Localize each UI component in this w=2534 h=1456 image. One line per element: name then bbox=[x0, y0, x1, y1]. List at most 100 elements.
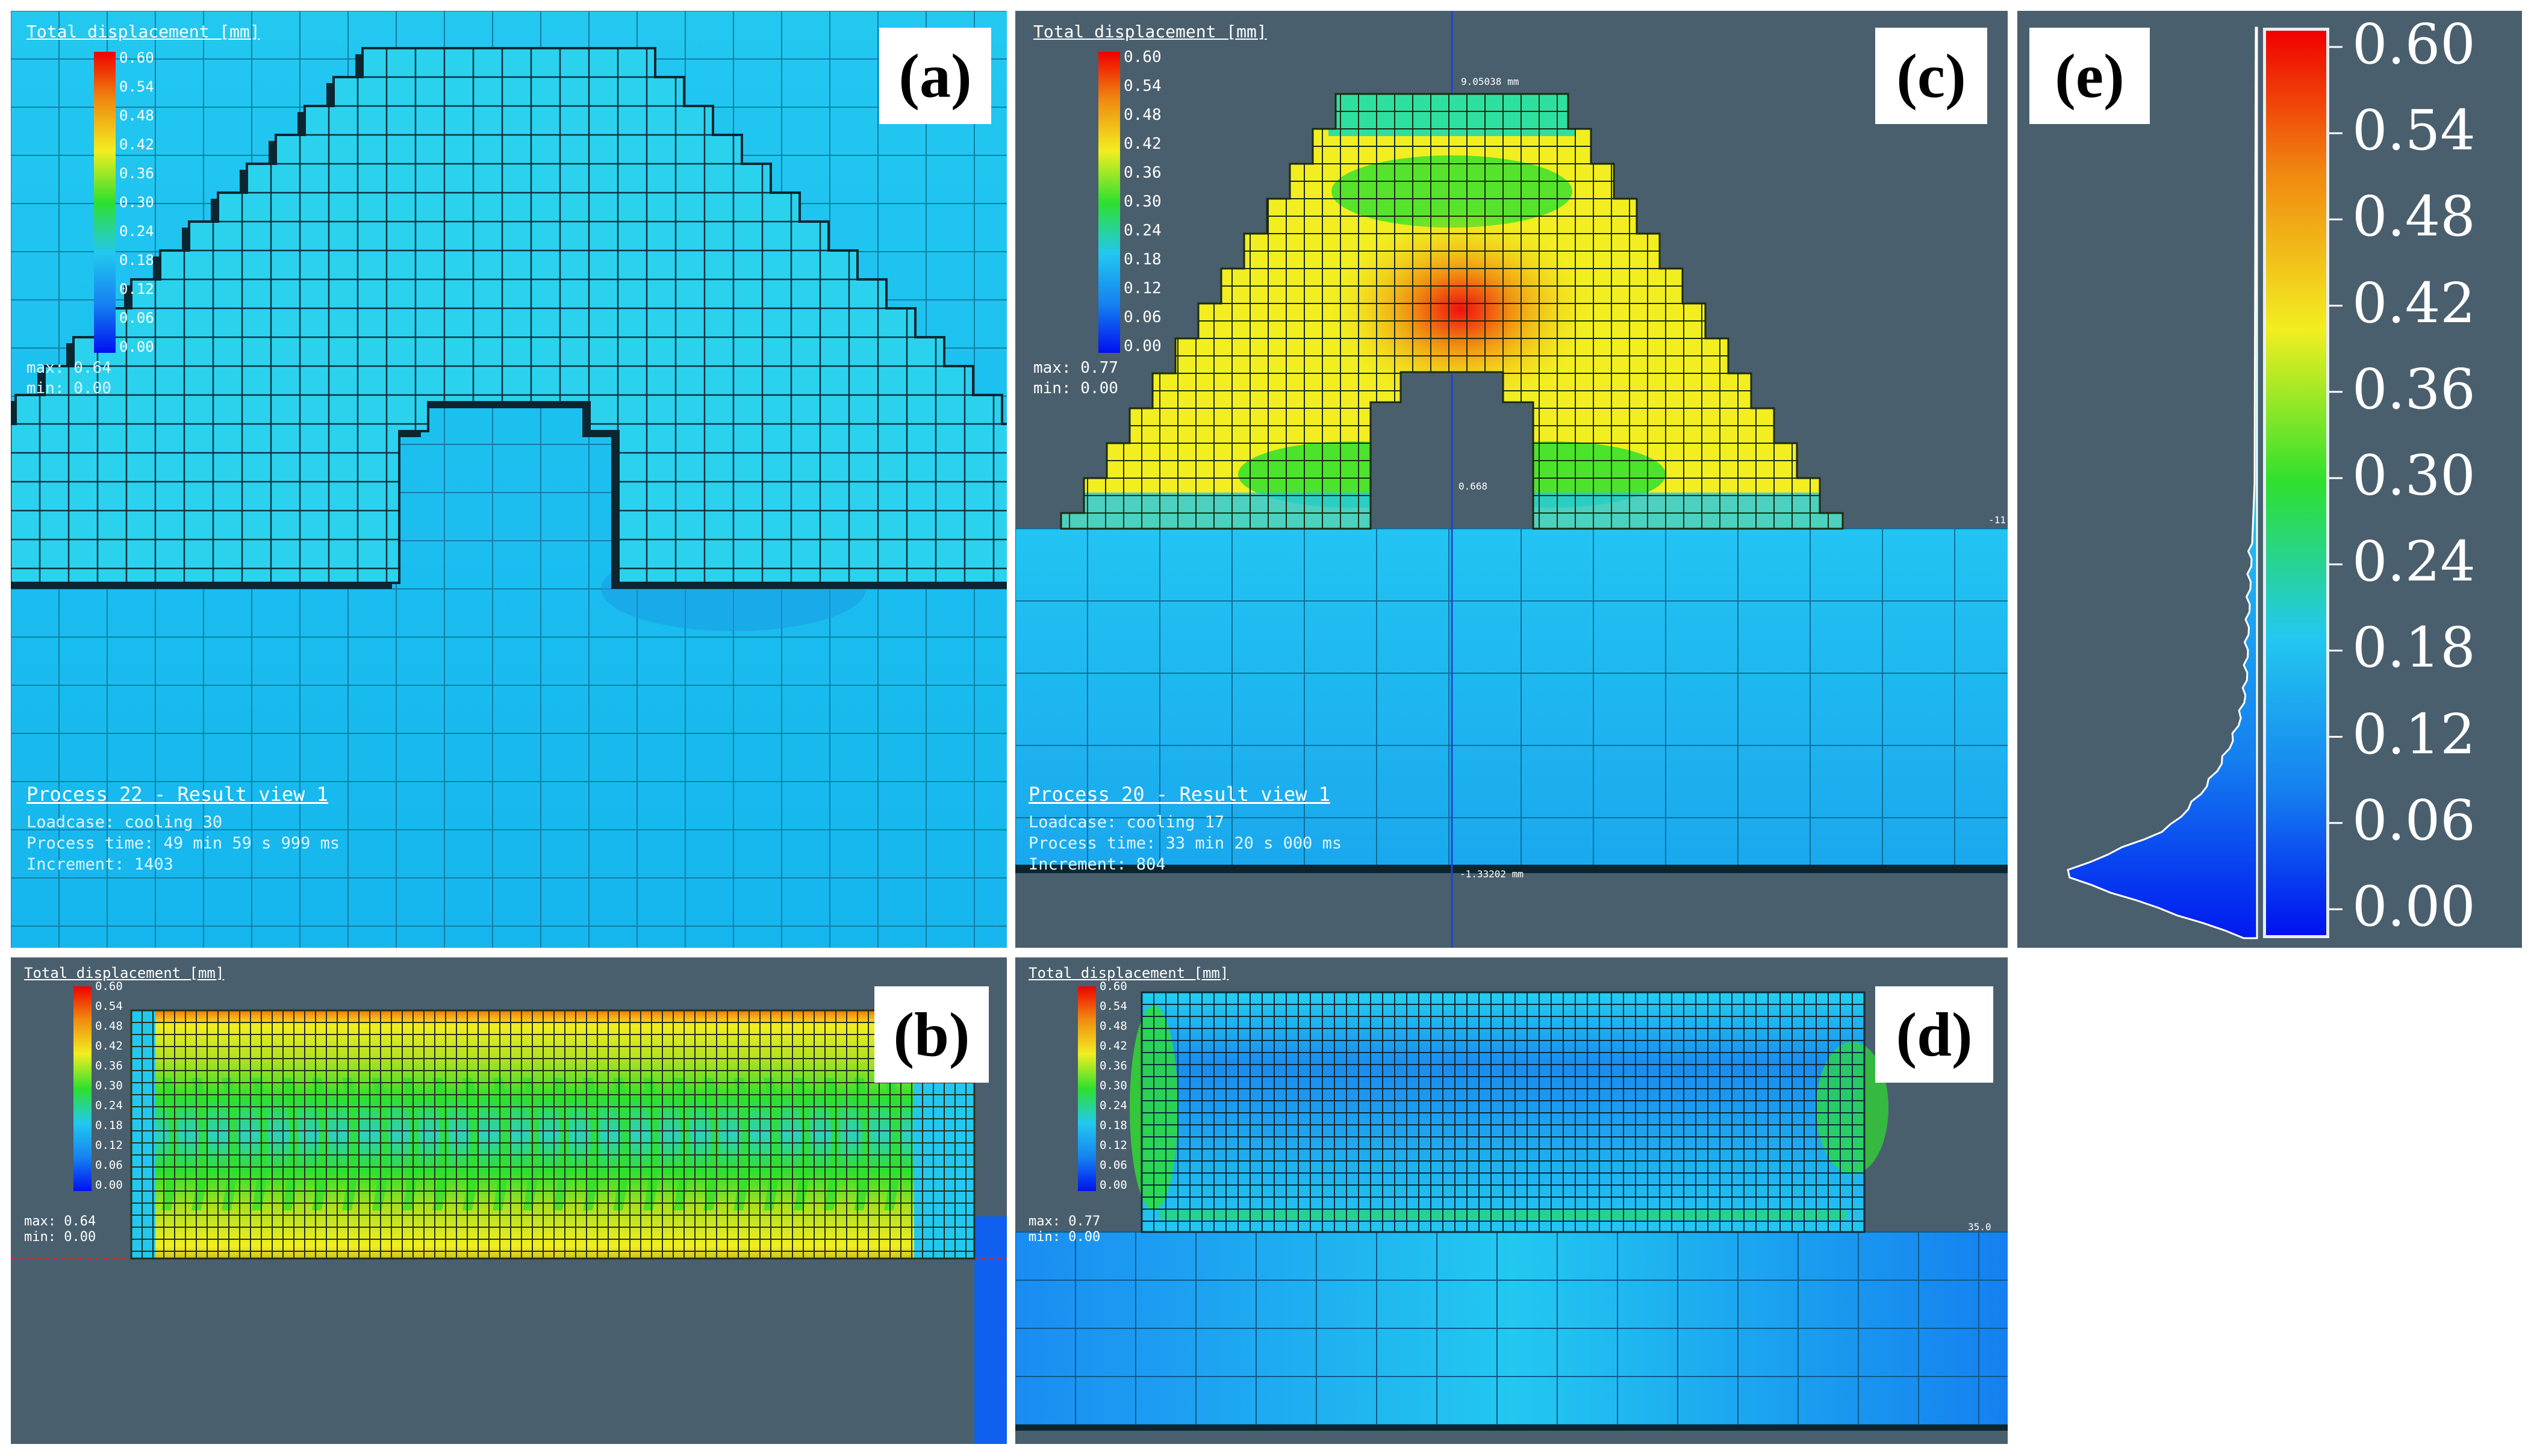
colorbar-tick-label: 0.12 bbox=[1100, 1138, 1127, 1152]
colorbar-tick-label: 0.30 bbox=[95, 1078, 123, 1092]
colorbar-tick-label: 0.30 bbox=[1124, 193, 1162, 211]
panel-c-substrate-mesh bbox=[1015, 528, 2008, 866]
panel-b-min: min: 0.00 bbox=[24, 1230, 96, 1245]
colorbar-tick-label: 0.54 bbox=[2352, 98, 2476, 163]
colorbar-tick-label: 0.48 bbox=[1100, 1019, 1127, 1033]
panel-b-substrate-edge bbox=[974, 1216, 1007, 1444]
panel-a-view bbox=[11, 11, 1007, 948]
colorbar-tick-label: 0.12 bbox=[119, 280, 154, 297]
colorbar-tick-label: 0.24 bbox=[1100, 1098, 1127, 1112]
panel-c: (c) Total displacement [mm] 0.60 0.54 0.48… bbox=[1015, 11, 2008, 948]
colorbar-tick-label: 0.18 bbox=[119, 251, 154, 269]
panel-c-label: (c) bbox=[1875, 28, 1987, 124]
colorbar-tick-label: 0.42 bbox=[119, 135, 154, 153]
panel-b-part bbox=[131, 1010, 950, 1258]
colorbar-tick-label: 0.06 bbox=[1100, 1158, 1127, 1172]
panel-a-process: Process 22 - Result view 1 bbox=[26, 783, 328, 806]
colorbar-tick-label: 0.24 bbox=[119, 222, 154, 240]
panel-d-view bbox=[1015, 957, 2008, 1444]
panel-d-min: min: 0.00 bbox=[1029, 1230, 1101, 1245]
panel-c-substrate bbox=[1015, 529, 2008, 866]
colorbar-tick-label: 0.54 bbox=[95, 999, 123, 1013]
panel-e-tick-marks bbox=[2329, 46, 2343, 910]
panel-a-max: max: 0.64 bbox=[26, 359, 111, 377]
colorbar-tick-label: 0.12 bbox=[2352, 702, 2476, 767]
panel-e: (e) 0.60 0.54 0.48 0.42 0.36 0.30 0.24 0.18 0.12… bbox=[2017, 11, 2522, 948]
colorbar-tick-label: 0.24 bbox=[1124, 222, 1162, 240]
panel-b: (b) Total displacement [mm] 0.60 0.54 0.48… bbox=[11, 957, 1007, 1444]
colorbar-tick-label: 0.54 bbox=[1124, 77, 1162, 96]
colorbar-tick-label: 0.30 bbox=[119, 193, 154, 211]
panel-c-min: min: 0.00 bbox=[1033, 379, 1118, 397]
panel-d-max: max: 0.77 bbox=[1029, 1214, 1101, 1229]
panel-b-colorbar bbox=[73, 986, 92, 1191]
panel-b-title: Total displacement [mm] bbox=[24, 965, 225, 982]
panel-a-increment: Increment: 1403 bbox=[26, 855, 173, 874]
panel-c-colorbar bbox=[1098, 52, 1120, 353]
panel-c-view bbox=[1015, 11, 2008, 948]
panel-c-increment: Increment: 804 bbox=[1029, 855, 1166, 874]
colorbar-tick-label: 0.42 bbox=[2352, 270, 2476, 335]
colorbar-tick-label: 0.24 bbox=[95, 1098, 123, 1112]
panel-d-label: (d) bbox=[1875, 986, 1993, 1083]
colorbar-tick-label: 0.60 bbox=[2352, 12, 2476, 76]
colorbar-tick-label: 0.00 bbox=[95, 1178, 123, 1192]
colorbar-tick-label: 0.18 bbox=[1100, 1118, 1127, 1132]
panel-d-substrate-edge bbox=[1015, 1425, 2008, 1431]
panel-c-process: Process 20 - Result view 1 bbox=[1029, 783, 1330, 806]
colorbar-tick-label: 0.36 bbox=[95, 1059, 123, 1072]
panel-b-left-cool bbox=[131, 1010, 155, 1258]
colorbar-tick-label: 0.30 bbox=[1100, 1078, 1127, 1092]
colorbar-tick-label: 0.48 bbox=[2352, 184, 2476, 249]
colorbar-tick-label: 0.42 bbox=[1124, 135, 1162, 154]
colorbar-tick-label: 0.48 bbox=[95, 1019, 123, 1033]
panel-a-part bbox=[11, 48, 1007, 583]
panel-b-view bbox=[11, 957, 1007, 1444]
panel-e-histogram-shape bbox=[2067, 26, 2258, 939]
panel-a-part-outline bbox=[11, 47, 1007, 584]
panel-a-title: Total displacement [mm] bbox=[26, 22, 260, 42]
panel-d-part-mesh bbox=[1141, 992, 1865, 1232]
colorbar-tick-label: 0.60 bbox=[119, 49, 154, 66]
panel-c-part-outline bbox=[1060, 93, 1844, 530]
colorbar-tick-label: 0.36 bbox=[1100, 1059, 1127, 1072]
panel-d-title: Total displacement [mm] bbox=[1029, 965, 1229, 982]
colorbar-tick-label: 0.12 bbox=[1124, 279, 1162, 298]
colorbar-tick-label: 0.12 bbox=[95, 1138, 123, 1152]
panel-a-label: (a) bbox=[879, 28, 991, 124]
colorbar-tick-label: 0.48 bbox=[1124, 106, 1162, 125]
colorbar-tick-label: 0.06 bbox=[2352, 788, 2476, 853]
colorbar-tick-label: 0.48 bbox=[119, 107, 154, 124]
panel-c-dim-mid: 0.668 bbox=[1458, 481, 1488, 492]
colorbar-tick-label: 0.36 bbox=[1124, 164, 1162, 182]
panel-d: (d) Total displacement [mm] 0.60 0.54 0.48… bbox=[1015, 957, 2008, 1444]
colorbar-tick-label: 0.00 bbox=[119, 338, 154, 355]
panel-c-loadcase: Loadcase: cooling 17 bbox=[1029, 813, 1225, 832]
panel-a-min: min: 0.00 bbox=[26, 379, 111, 397]
colorbar-tick-label: 0.18 bbox=[2352, 615, 2476, 680]
panel-b-max: max: 0.64 bbox=[24, 1214, 96, 1229]
panel-c-time: Process time: 33 min 20 s 000 ms bbox=[1029, 834, 1342, 853]
colorbar-tick-label: 0.42 bbox=[95, 1039, 123, 1053]
colorbar-tick-label: 0.18 bbox=[95, 1118, 123, 1132]
panel-a-time: Process time: 49 min 59 s 999 ms bbox=[26, 834, 340, 853]
panel-c-substrate-edge bbox=[1015, 865, 2008, 873]
panel-c-dim-bottom: -1.33202 mm bbox=[1460, 868, 1524, 880]
panel-c-top-band bbox=[1328, 94, 1575, 136]
colorbar-tick-label: 0.18 bbox=[1124, 250, 1162, 269]
colorbar-tick-label: 0.24 bbox=[2352, 529, 2476, 594]
colorbar-tick-label: 0.06 bbox=[95, 1158, 123, 1172]
panel-c-dim-top: 9.05038 mm bbox=[1461, 76, 1519, 87]
colorbar-tick-label: 0.42 bbox=[1100, 1039, 1127, 1053]
panel-a-colorbar bbox=[94, 52, 116, 353]
panel-b-part-mesh bbox=[131, 1010, 974, 1258]
panel-a-loadcase: Loadcase: cooling 30 bbox=[26, 813, 223, 832]
colorbar-tick-label: 0.36 bbox=[119, 164, 154, 182]
colorbar-tick-label: 0.54 bbox=[119, 78, 154, 95]
panel-c-dim-right: -11 bbox=[1988, 514, 2006, 526]
colorbar-tick-label: 0.00 bbox=[1124, 337, 1162, 356]
colorbar-tick-label: 0.30 bbox=[2352, 443, 2476, 508]
panel-c-max: max: 0.77 bbox=[1033, 359, 1118, 377]
colorbar-tick-label: 0.60 bbox=[95, 979, 123, 993]
colorbar-tick-label: 0.60 bbox=[1124, 48, 1162, 67]
